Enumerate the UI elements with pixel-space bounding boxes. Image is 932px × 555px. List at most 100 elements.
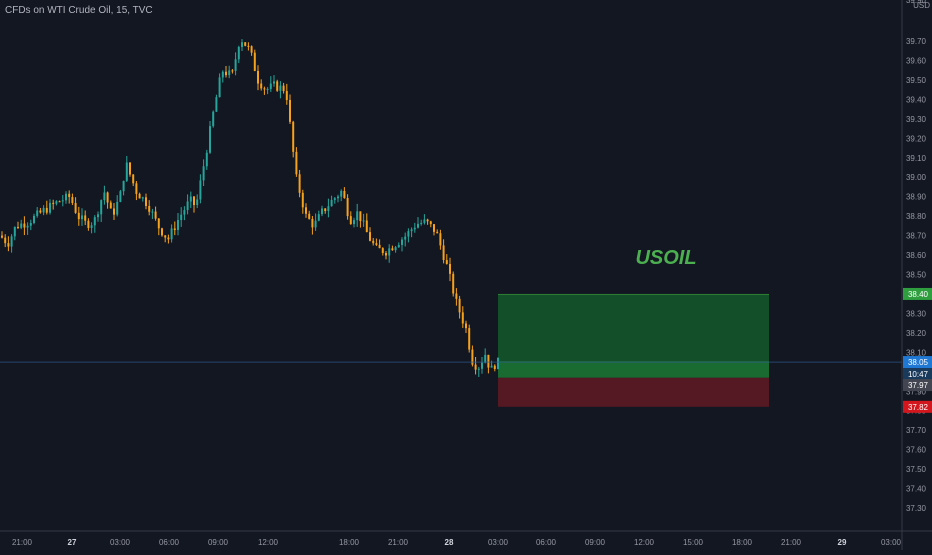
candle-body [141, 197, 144, 199]
candle-body [413, 227, 416, 230]
price-tick-label: 37.60 [906, 446, 927, 455]
price-tick-label: 39.50 [906, 76, 927, 85]
candle-body [129, 162, 131, 175]
candle-body [247, 45, 250, 47]
candle [154, 206, 157, 221]
time-tick-label: 28 [445, 538, 454, 547]
candle [122, 180, 125, 196]
candle-body [90, 225, 93, 228]
candle-body [378, 244, 381, 249]
candle-body [330, 199, 333, 207]
candle [241, 39, 243, 51]
candle-body [212, 111, 215, 127]
time-tick-label: 12:00 [634, 538, 655, 547]
candle [477, 366, 480, 377]
candle [362, 213, 365, 227]
candle-body [404, 236, 407, 240]
candle-body [362, 220, 365, 222]
candle [250, 45, 253, 56]
candle-body [461, 312, 464, 324]
candle-body [234, 59, 237, 71]
candle [65, 191, 67, 204]
candle [375, 238, 378, 247]
candle-body [189, 196, 192, 202]
candle [13, 226, 16, 241]
candle [77, 206, 80, 226]
candle-body [381, 248, 384, 254]
candle [55, 200, 58, 206]
candle-body [29, 222, 32, 226]
candles-layer [1, 39, 499, 377]
candle [279, 81, 282, 99]
time-tick-label: 21:00 [781, 538, 802, 547]
candle [71, 193, 74, 206]
candle-body [356, 211, 359, 221]
price-tick-label: 38.80 [906, 212, 927, 221]
price-tag-text-stop: 37.82 [908, 403, 929, 412]
candle [125, 155, 128, 183]
candle-body [42, 207, 45, 213]
candle [29, 219, 32, 231]
entry-band [498, 361, 769, 378]
candle-body [138, 193, 141, 199]
candle [138, 192, 141, 199]
candle-body [493, 365, 496, 370]
time-axis[interactable]: 21:00 27 03:00 06:00 09:00 12:00 18:00 21:00 28 0… [12, 538, 902, 547]
candle [234, 52, 237, 76]
candle [87, 218, 90, 231]
candle-body [372, 240, 375, 244]
candle [359, 211, 362, 228]
price-tick-label: 39.60 [906, 56, 927, 65]
time-tick-label: 06:00 [536, 538, 557, 547]
candle-body [7, 243, 10, 247]
position-zones [498, 293, 769, 407]
candle-body [135, 183, 138, 194]
candle-body [477, 368, 480, 370]
candle [61, 195, 64, 207]
candle [353, 217, 355, 228]
candle-body [84, 215, 87, 221]
price-tick-label: 38.50 [906, 271, 927, 280]
candle-body [327, 206, 330, 211]
candle-body [228, 70, 231, 76]
candle [20, 219, 23, 230]
candle [170, 224, 173, 243]
candle-body [109, 202, 112, 209]
candle-body [125, 162, 128, 181]
candle [148, 200, 151, 216]
candle [231, 69, 234, 74]
time-tick-label: 18:00 [339, 538, 360, 547]
candle-body [314, 220, 317, 228]
candle-body [93, 217, 96, 226]
price-axis[interactable]: 39.90 39.70 39.60 39.50 39.40 39.30 39.20 39.10… [906, 0, 927, 513]
candle-body [161, 228, 163, 236]
candle [4, 234, 7, 248]
candle [215, 94, 218, 112]
candle [346, 194, 349, 220]
candle-body [100, 200, 103, 215]
price-tick-label: 39.70 [906, 37, 927, 46]
candle [209, 120, 211, 154]
candle [23, 216, 26, 236]
candle-body [183, 210, 186, 215]
candle-body [52, 202, 55, 204]
candle-body [346, 198, 349, 217]
candle [186, 194, 189, 215]
candle [263, 86, 266, 95]
candle-body [33, 215, 35, 223]
price-tick-label: 37.90 [906, 387, 927, 396]
candle [100, 199, 103, 223]
candle-body [77, 212, 80, 220]
candle [471, 345, 474, 367]
candle [189, 191, 192, 208]
candle [420, 219, 423, 226]
candle-body [311, 218, 314, 228]
candle-body [333, 198, 336, 200]
candle [426, 218, 429, 225]
price-tick-label: 39.00 [906, 173, 927, 182]
candle [308, 210, 311, 220]
candle-body [321, 208, 323, 215]
